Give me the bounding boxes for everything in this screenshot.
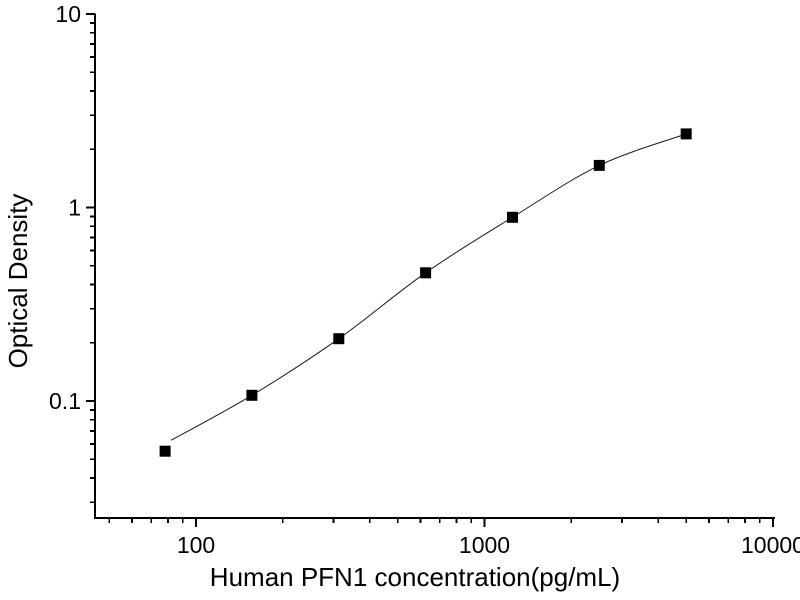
data-point-marker [420,267,432,279]
x-axis-title: Human PFN1 concentration(pg/mL) [210,562,620,592]
chart-generated-layer: 100 1000 10000 0.1 1 10 [49,1,800,558]
x-axis-tick-label: 1000 [459,532,510,558]
data-point-marker [680,128,692,140]
data-point-marker [246,389,258,401]
y-axis-tick-label: 10 [55,1,81,27]
data-point-marker [159,445,171,457]
x-axis-tick-label: 10000 [741,532,800,558]
y-axis-title: Optical Density [3,194,33,369]
axis-spine [94,13,775,519]
data-point-marker [593,159,605,171]
y-axis-tick-label: 0.1 [49,388,81,414]
y-axis-tick-label: 1 [68,195,81,221]
data-point-marker [507,211,518,223]
data-point-marker [333,333,345,345]
x-axis-tick-label: 100 [177,532,215,558]
